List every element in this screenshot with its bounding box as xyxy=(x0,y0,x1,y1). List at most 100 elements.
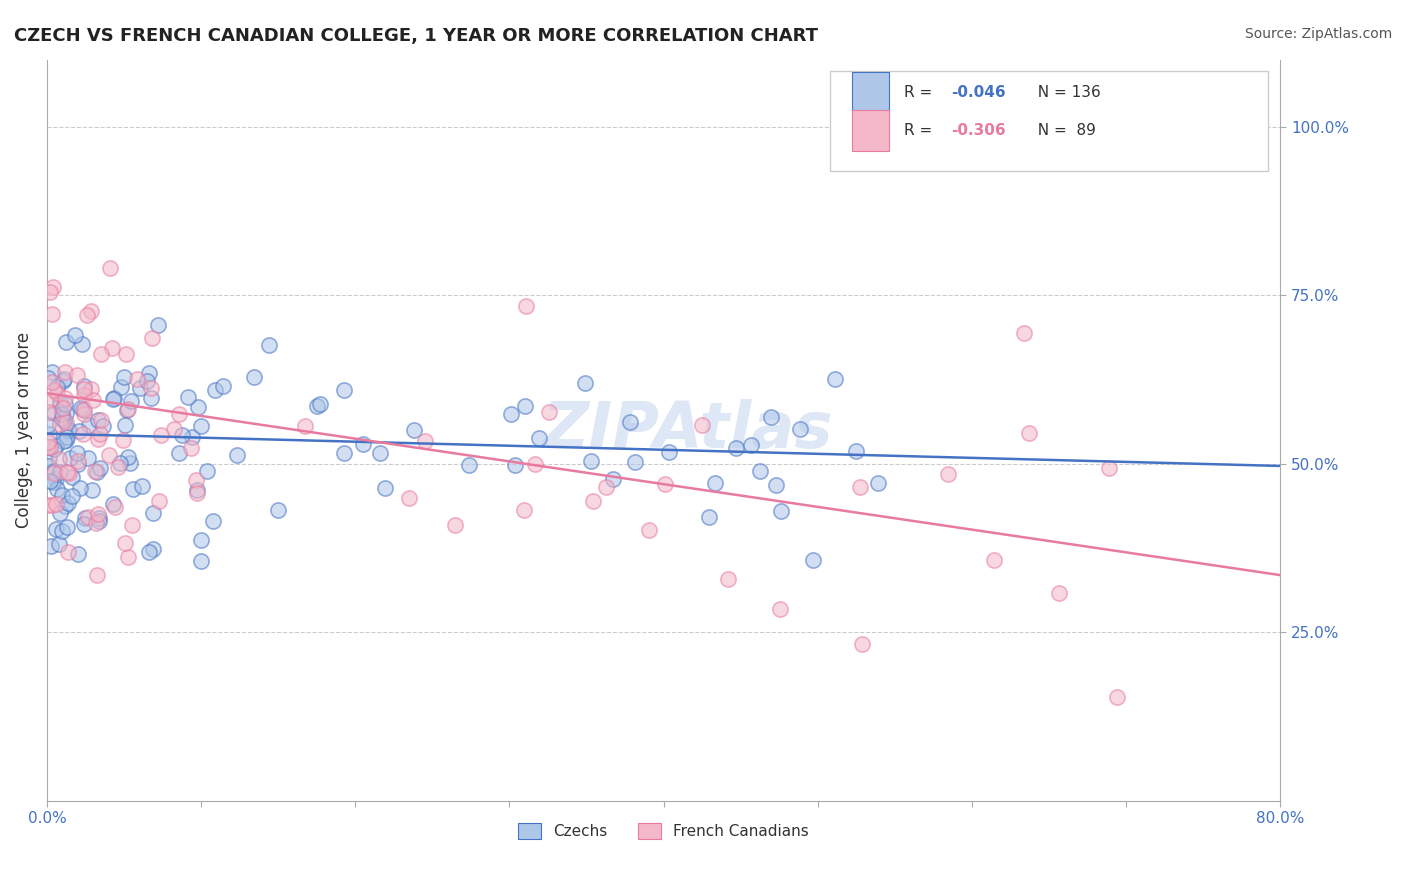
Point xyxy=(582,494,605,508)
Point xyxy=(76,308,98,322)
Point xyxy=(211,378,233,392)
Point xyxy=(73,517,96,532)
Point xyxy=(186,485,208,500)
Point xyxy=(103,497,125,511)
Point xyxy=(527,431,550,445)
Point xyxy=(73,402,96,417)
FancyBboxPatch shape xyxy=(830,70,1268,170)
Text: N =  89: N = 89 xyxy=(1028,123,1095,138)
Point xyxy=(845,443,868,458)
Point xyxy=(52,374,75,388)
Point xyxy=(37,440,59,454)
Point xyxy=(267,502,290,516)
Point xyxy=(98,261,121,276)
Point xyxy=(53,391,76,405)
Point xyxy=(370,446,392,460)
Point xyxy=(658,445,681,459)
Point xyxy=(740,438,762,452)
Point xyxy=(122,483,145,497)
Point xyxy=(135,374,157,388)
Point xyxy=(769,602,792,616)
Point xyxy=(45,523,67,537)
Point xyxy=(45,439,67,453)
Point xyxy=(72,402,94,417)
Point xyxy=(257,337,280,351)
Point xyxy=(148,318,170,332)
Point xyxy=(142,541,165,556)
Point xyxy=(1105,690,1128,704)
Point xyxy=(86,465,108,479)
Point xyxy=(117,403,139,417)
Point xyxy=(80,483,103,498)
Point xyxy=(42,466,65,480)
Point xyxy=(65,368,87,383)
Point xyxy=(759,410,782,425)
Point xyxy=(41,365,63,379)
Point xyxy=(692,418,714,433)
Point xyxy=(243,370,266,384)
Point xyxy=(112,370,135,384)
Point xyxy=(117,402,139,417)
Point xyxy=(127,372,149,386)
Text: R =: R = xyxy=(904,123,938,138)
Point xyxy=(63,328,86,343)
Point xyxy=(305,399,328,413)
Point xyxy=(56,520,79,534)
Point xyxy=(41,498,63,512)
Point xyxy=(333,446,356,460)
Point xyxy=(114,418,136,433)
Point xyxy=(595,479,617,493)
Point xyxy=(82,393,104,408)
Point xyxy=(104,500,127,515)
Point xyxy=(717,572,740,586)
Point xyxy=(187,400,209,414)
Point xyxy=(48,394,70,409)
Point xyxy=(89,426,111,441)
Point xyxy=(53,365,76,379)
Point xyxy=(77,417,100,432)
Point xyxy=(101,392,124,406)
Point xyxy=(121,518,143,533)
Point xyxy=(41,307,63,321)
Point xyxy=(75,511,97,525)
Point xyxy=(76,450,98,465)
Point xyxy=(190,533,212,547)
Point xyxy=(725,442,748,456)
Point xyxy=(77,509,100,524)
Point xyxy=(654,477,676,491)
Point xyxy=(38,475,60,489)
Point xyxy=(60,489,83,503)
Point xyxy=(44,383,66,397)
Text: CZECH VS FRENCH CANADIAN COLLEGE, 1 YEAR OR MORE CORRELATION CHART: CZECH VS FRENCH CANADIAN COLLEGE, 1 YEAR… xyxy=(14,27,818,45)
Point xyxy=(48,537,70,551)
Point xyxy=(849,479,872,493)
Point xyxy=(163,422,186,436)
FancyBboxPatch shape xyxy=(852,72,890,112)
Point xyxy=(983,553,1005,567)
Point xyxy=(499,407,522,421)
Point xyxy=(58,467,80,481)
Point xyxy=(39,540,62,554)
Point xyxy=(56,545,79,559)
Point xyxy=(101,341,124,355)
Point xyxy=(45,497,67,511)
Point xyxy=(86,507,108,521)
Point xyxy=(103,391,125,405)
Point xyxy=(181,429,204,443)
Point xyxy=(352,437,374,451)
Point xyxy=(79,303,101,318)
Point xyxy=(38,458,60,473)
Point xyxy=(84,516,107,530)
Point xyxy=(413,434,436,448)
Y-axis label: College, 1 year or more: College, 1 year or more xyxy=(15,332,32,528)
Point xyxy=(55,334,77,349)
Point xyxy=(177,390,200,404)
Point xyxy=(770,504,793,518)
Point xyxy=(824,372,846,386)
Point xyxy=(87,413,110,427)
Point xyxy=(42,280,65,294)
Text: ZIPAtlas: ZIPAtlas xyxy=(543,400,834,461)
Point xyxy=(190,554,212,568)
Point xyxy=(624,455,647,469)
Point xyxy=(37,370,59,384)
